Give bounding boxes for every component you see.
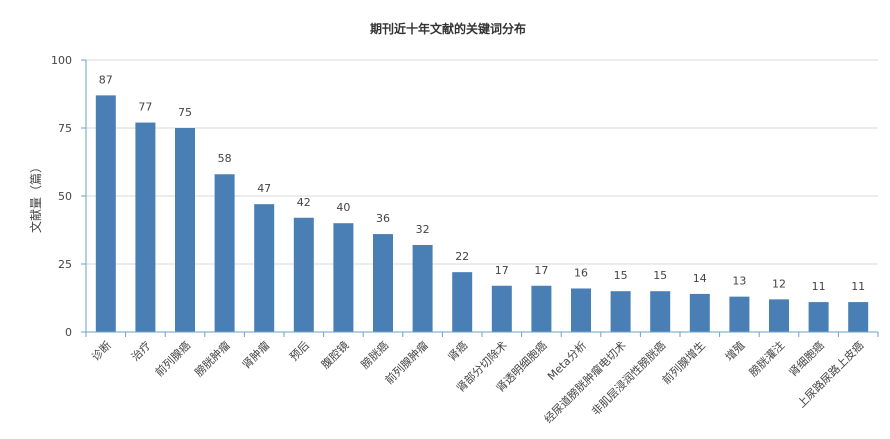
x-tick-label: 前列腺肿瘤	[382, 338, 431, 387]
data-label: 87	[99, 73, 113, 86]
bar	[689, 293, 710, 332]
y-tick-label: 75	[58, 122, 72, 135]
data-label: 11	[851, 280, 865, 293]
x-tick-label: 治疗	[128, 338, 153, 363]
bar	[293, 217, 314, 332]
data-label: 16	[574, 266, 588, 279]
bar	[452, 272, 473, 332]
x-tick-label: 膀胱肿瘤	[192, 338, 233, 379]
bar	[214, 174, 235, 332]
x-tick-label: 增殖	[722, 338, 747, 363]
x-tick-label: 前列腺增生	[659, 338, 708, 387]
bar	[135, 122, 156, 332]
x-tick-label: 肾肿瘤	[239, 338, 272, 371]
x-tick-label: 预后	[287, 339, 312, 364]
x-tick-label: 肾癌	[445, 338, 470, 363]
bar	[491, 285, 512, 332]
data-label: 11	[812, 280, 826, 293]
y-tick-label: 25	[58, 258, 72, 271]
bar	[848, 302, 869, 332]
data-label: 58	[218, 152, 232, 165]
chart-title: 期刊近十年文献的关键词分布	[370, 21, 526, 36]
data-label: 42	[297, 196, 311, 209]
data-label: 17	[534, 264, 548, 277]
axes	[81, 59, 879, 337]
bar	[808, 302, 829, 332]
bar	[650, 291, 671, 332]
data-label: 75	[178, 106, 192, 119]
bar	[531, 285, 552, 332]
data-label: 15	[653, 269, 667, 282]
data-label: 40	[336, 201, 350, 214]
bar	[175, 128, 195, 332]
bar	[571, 288, 591, 332]
data-label: 22	[455, 250, 469, 263]
bar	[254, 204, 275, 332]
data-label: 17	[495, 264, 509, 277]
x-tick-label: 腹腔镜	[318, 338, 351, 371]
bar	[729, 296, 750, 332]
data-label: 36	[376, 212, 390, 225]
y-tick-label: 0	[65, 326, 72, 339]
bars	[95, 95, 869, 332]
y-tick-labels: 0 25 50 75 100	[51, 54, 72, 339]
bar	[610, 291, 631, 332]
bar	[769, 299, 789, 332]
data-label: 13	[732, 275, 746, 288]
data-label: 32	[416, 223, 430, 236]
grid-lines	[86, 59, 878, 265]
y-tick-label: 100	[51, 54, 72, 67]
data-label: 77	[138, 101, 152, 114]
bar	[412, 244, 433, 332]
y-tick-label: 50	[58, 190, 72, 203]
x-tick-label: 诊断	[88, 338, 113, 363]
x-tick-label: 上尿路尿路上皮癌	[794, 338, 866, 410]
data-label: 15	[614, 269, 628, 282]
x-tick-label: 肾细胞癌	[786, 338, 827, 379]
x-tick-label: 膀胱灌注	[746, 338, 787, 379]
data-labels: 87 77 75 58 47 42 40 36 32 22 17 17 16 15 15 14 13 12 11 11	[99, 73, 865, 293]
bar	[333, 223, 354, 332]
y-axis-label: 文献量（篇）	[28, 161, 43, 233]
x-tick-label: 前列腺癌	[152, 338, 193, 379]
bar	[373, 234, 393, 332]
bar	[95, 95, 116, 332]
data-label: 47	[257, 182, 271, 195]
data-label: 12	[772, 277, 786, 290]
data-label: 14	[693, 272, 707, 285]
x-tick-label: 膀胱癌	[358, 338, 391, 371]
x-tick-label: 非肌层浸润性膀胱癌	[588, 338, 668, 418]
